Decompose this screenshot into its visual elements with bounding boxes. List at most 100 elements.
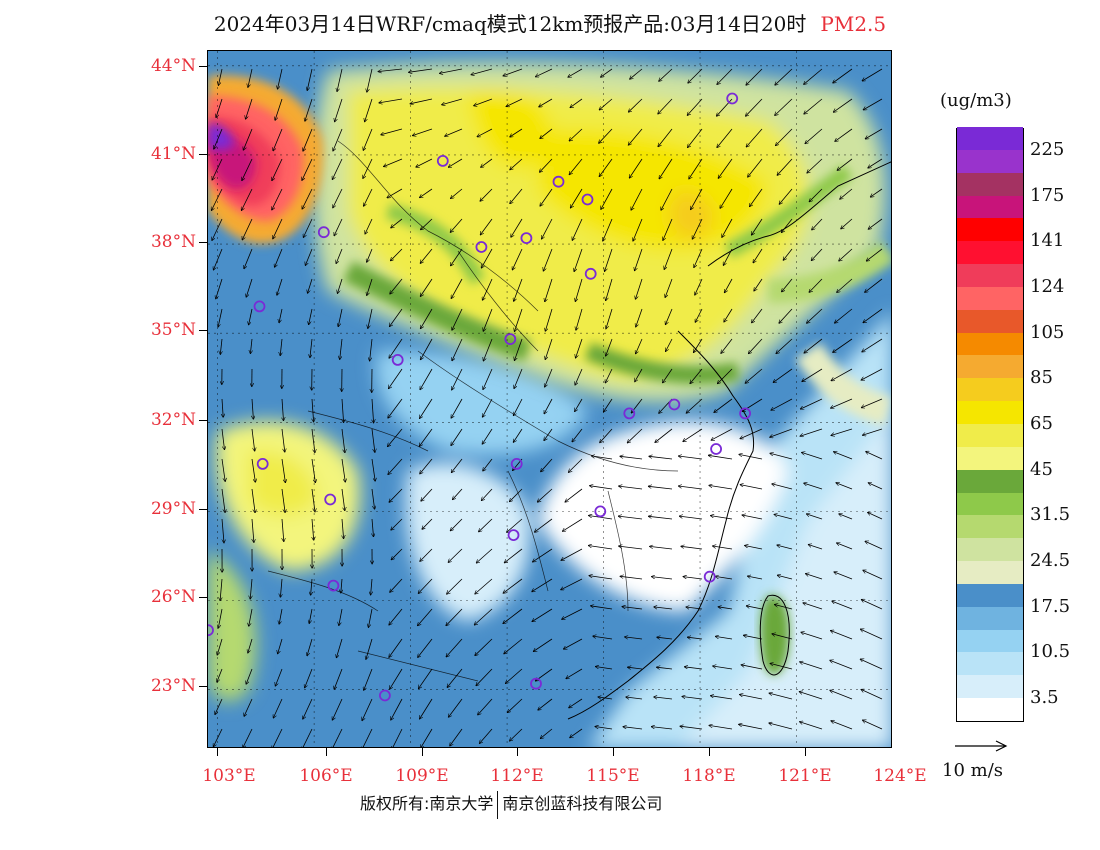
wind-vector bbox=[337, 278, 343, 294]
wind-vector bbox=[544, 398, 553, 414]
reference-vector-label: 10 m/s bbox=[942, 760, 1003, 781]
wind-vector bbox=[774, 514, 793, 520]
wind-vector bbox=[839, 248, 853, 261]
wind-vector bbox=[446, 638, 463, 657]
colorbar-tick-label: 124 bbox=[1030, 275, 1065, 297]
wind-vector bbox=[503, 68, 523, 76]
wind-vector bbox=[390, 668, 403, 689]
wind-vector bbox=[776, 128, 793, 146]
wind-vector bbox=[479, 728, 493, 744]
wind-vector bbox=[804, 98, 823, 114]
wind-vector bbox=[545, 338, 553, 360]
wind-vector bbox=[478, 698, 493, 715]
wind-vector bbox=[331, 728, 343, 747]
wind-vector bbox=[475, 578, 493, 594]
wind-vector bbox=[368, 308, 373, 329]
wind-vector bbox=[561, 578, 583, 590]
wind-vector bbox=[772, 634, 793, 640]
wind-vector bbox=[251, 518, 254, 543]
wind-vector bbox=[307, 638, 313, 656]
wind-vector bbox=[769, 723, 793, 730]
colorbar-swatch bbox=[957, 583, 1023, 607]
wind-vector bbox=[510, 188, 523, 204]
wind-vector bbox=[650, 546, 673, 550]
tick bbox=[217, 748, 218, 756]
lon-label: 118°E bbox=[682, 766, 736, 786]
wind-vector bbox=[777, 545, 793, 550]
wind-vector bbox=[710, 696, 733, 700]
wind-vector bbox=[365, 218, 373, 234]
wind-vector bbox=[248, 68, 253, 87]
tick bbox=[199, 420, 207, 421]
wind-vector bbox=[389, 488, 403, 502]
colorbar-swatch bbox=[957, 423, 1023, 447]
wind-vector bbox=[221, 488, 225, 513]
colorbar-swatch bbox=[957, 217, 1023, 242]
colorbar-tick-label: 65 bbox=[1030, 413, 1053, 434]
wind-vector bbox=[841, 218, 853, 229]
wind-vector bbox=[804, 68, 823, 84]
wind-vector bbox=[277, 278, 283, 295]
wind-vector bbox=[690, 368, 703, 384]
wind-vector bbox=[748, 158, 763, 177]
colorbar-swatch bbox=[957, 195, 1023, 219]
wind-vector bbox=[302, 728, 313, 747]
station-marker bbox=[253, 300, 266, 313]
wind-vector bbox=[770, 453, 793, 460]
wind-vector bbox=[745, 546, 763, 550]
wind-vector bbox=[743, 635, 763, 640]
wind-vector bbox=[806, 514, 823, 520]
wind-vector bbox=[341, 578, 342, 593]
tick bbox=[199, 330, 207, 331]
wind-vector bbox=[533, 548, 553, 562]
wind-vector bbox=[371, 458, 375, 481]
wind-vector bbox=[748, 338, 763, 354]
wind-vector bbox=[378, 68, 403, 72]
wind-vector bbox=[387, 188, 403, 198]
wind-vector bbox=[678, 486, 703, 490]
lon-label: 106°E bbox=[299, 766, 353, 786]
station-marker bbox=[510, 457, 523, 470]
wind-vector bbox=[509, 488, 523, 502]
wind-vector bbox=[658, 128, 673, 147]
wind-vector bbox=[447, 668, 463, 688]
wind-vector bbox=[808, 545, 823, 550]
coastline-and-borders bbox=[267, 140, 891, 720]
wind-vector bbox=[273, 698, 283, 718]
wind-vector bbox=[724, 278, 733, 293]
wind-vector bbox=[570, 98, 583, 108]
wind-vector bbox=[746, 128, 763, 147]
colorbar-swatch bbox=[957, 332, 1023, 356]
wind-vector bbox=[481, 488, 493, 501]
wind-vector bbox=[482, 278, 493, 300]
colorbar bbox=[956, 126, 1024, 722]
wind-vector bbox=[379, 98, 403, 103]
copyright-owner: 版权所有:南京大学 bbox=[360, 794, 494, 813]
station-marker bbox=[504, 333, 517, 346]
wind-vector bbox=[282, 518, 284, 542]
colorbar-swatch bbox=[957, 172, 1023, 196]
wind-vector bbox=[336, 248, 343, 264]
wind-vector bbox=[381, 128, 403, 135]
wind-vector bbox=[865, 541, 883, 550]
wind-vector bbox=[281, 458, 285, 483]
wind-vector bbox=[722, 218, 733, 237]
wind-vector bbox=[540, 188, 553, 206]
lat-label: 26°N bbox=[150, 587, 196, 607]
map-panel bbox=[207, 50, 892, 748]
wind-vector bbox=[448, 698, 463, 717]
title-pollutant: PM2.5 bbox=[820, 12, 887, 36]
colorbar-swatch bbox=[957, 674, 1023, 699]
wind-vector bbox=[773, 368, 793, 383]
wind-vector bbox=[422, 518, 433, 529]
wind-vector bbox=[367, 278, 373, 296]
wind-vector bbox=[418, 578, 433, 594]
wind-vector bbox=[483, 338, 493, 361]
wind-vector bbox=[568, 458, 583, 472]
wind-vector bbox=[362, 698, 373, 721]
wind-vector bbox=[606, 338, 613, 356]
wind-vector bbox=[800, 662, 823, 670]
wind-vector bbox=[619, 486, 643, 490]
wind-vector bbox=[482, 398, 493, 417]
wind-vector bbox=[514, 368, 523, 389]
